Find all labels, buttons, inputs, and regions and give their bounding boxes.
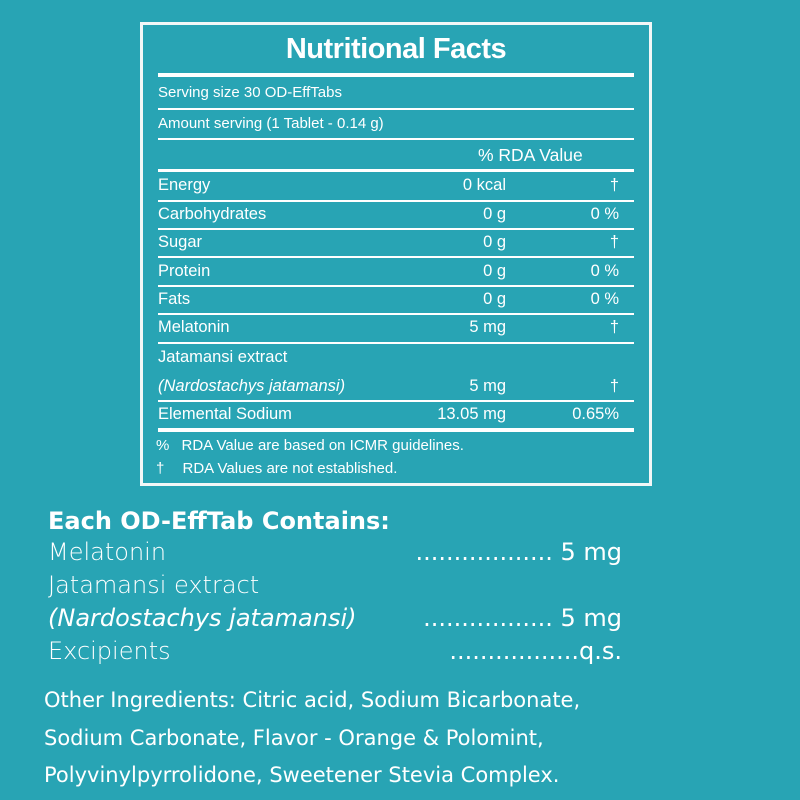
row-amount: 0 kcal — [462, 176, 506, 194]
divider — [158, 256, 634, 258]
row-name: Fats — [158, 290, 191, 308]
row-amount: 5 mg — [469, 318, 506, 336]
row-rda: † — [609, 318, 619, 336]
serving-size: Serving size 30 OD-EffTabs — [158, 84, 342, 101]
row-amount: 13.05 mg — [437, 405, 506, 423]
divider — [158, 428, 634, 432]
row-name: Carbohydrates — [158, 205, 267, 223]
divider — [158, 73, 634, 77]
row-name: Jatamansi extract — [158, 348, 288, 366]
other-ingredients-line: Polyvinylpyrrolidone, Sweetener Stevia C… — [44, 763, 560, 787]
divider — [158, 228, 634, 230]
divider — [158, 200, 634, 202]
contains-item-name: Melatonin — [48, 538, 167, 566]
divider — [158, 342, 634, 344]
amount-serving: Amount serving (1 Tablet - 0.14 g) — [158, 115, 384, 132]
row-name: Elemental Sodium — [158, 405, 292, 423]
divider — [158, 108, 634, 110]
nutrition-facts-panel: Nutritional Facts Serving size 30 OD-Eff… — [140, 22, 652, 486]
row-rda: † — [609, 377, 619, 395]
row-name: Protein — [158, 262, 211, 280]
row-amount: 0 g — [483, 205, 506, 223]
footnote-text: RDA Values are not established. — [182, 460, 398, 477]
footnote-text: RDA Value are based on ICMR guidelines. — [181, 437, 464, 454]
contains-item-name: Excipients — [48, 637, 171, 665]
footnote-symbol: † — [156, 460, 165, 477]
contains-item-value: .................. 5 mg — [415, 538, 622, 566]
divider — [158, 169, 634, 172]
row-name-latin: (Nardostachys jatamansi) — [158, 377, 346, 395]
other-ingredients-line: Sodium Carbonate, Flavor - Orange & Polo… — [44, 726, 544, 750]
row-name: Melatonin — [158, 318, 230, 336]
divider — [158, 400, 634, 402]
row-name: Sugar — [158, 233, 203, 251]
contains-item-value: .................q.s. — [449, 637, 622, 665]
row-amount: 0 g — [483, 290, 506, 308]
contains-item-latin: (Nardostachys jatamansi) — [48, 604, 357, 632]
footnote-percent: % RDA Value are based on ICMR guidelines… — [156, 437, 464, 454]
contains-item-value: ................. 5 mg — [423, 604, 622, 632]
footnote-symbol: % — [156, 437, 170, 454]
row-amount: 5 mg — [469, 377, 506, 395]
row-rda: 0 % — [590, 205, 619, 223]
row-rda: † — [609, 233, 619, 251]
row-rda: † — [609, 176, 619, 194]
contains-heading: Each OD-EffTab Contains: — [48, 507, 390, 535]
divider — [158, 285, 634, 287]
footnote-dagger: † RDA Values are not established. — [156, 460, 397, 477]
row-name: Energy — [158, 176, 211, 194]
row-rda: 0 % — [590, 290, 619, 308]
contains-item-name: Jatamansi extract — [48, 571, 260, 599]
divider — [158, 313, 634, 315]
row-amount: 0 g — [483, 262, 506, 280]
row-rda: 0.65% — [572, 405, 619, 423]
other-ingredients-line: Other Ingredients: Citric acid, Sodium B… — [44, 688, 581, 712]
rda-header: % RDA Value — [478, 145, 583, 165]
divider — [158, 138, 634, 140]
panel-title: Nutritional Facts — [285, 33, 507, 65]
row-rda: 0 % — [590, 262, 619, 280]
row-amount: 0 g — [483, 233, 506, 251]
